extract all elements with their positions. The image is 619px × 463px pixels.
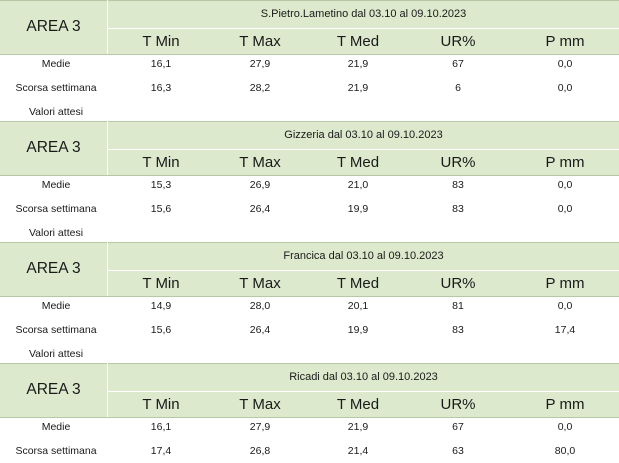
- table-cell: 26,4: [249, 324, 271, 336]
- table-cell: 83: [452, 203, 464, 215]
- station-period-title: Francica dal 03.10 al 09.10.2023: [108, 242, 619, 270]
- column-header: T Min: [142, 32, 180, 50]
- table-cell: 83: [452, 179, 464, 191]
- column-header-row: T Min T Max T Med UR% P mm: [108, 391, 619, 417]
- table-cell: 27,9: [249, 58, 271, 70]
- area-label: AREA 3: [0, 0, 107, 54]
- column-header: T Min: [142, 153, 180, 171]
- column-header: P mm: [545, 32, 585, 50]
- table-divider: [108, 149, 619, 150]
- column-header: T Max: [239, 32, 281, 50]
- column-header: P mm: [545, 395, 585, 413]
- column-header: P mm: [545, 274, 585, 292]
- table-cell: 67: [452, 58, 464, 70]
- table-cell: 15,6: [150, 203, 172, 215]
- table-cell: 16,3: [150, 82, 172, 94]
- area-label: AREA 3: [0, 121, 107, 175]
- table-cell: 17,4: [150, 445, 172, 457]
- table-divider: [0, 417, 619, 418]
- column-header: UR%: [440, 32, 476, 50]
- area-label: AREA 3: [0, 363, 107, 417]
- column-header-row: T Min T Max T Med UR% P mm: [108, 149, 619, 175]
- row-label: Scorsa settimana: [15, 324, 97, 336]
- table-cell: 83: [452, 324, 464, 336]
- column-header: T Min: [142, 274, 180, 292]
- station-period-title: Ricadi dal 03.10 al 09.10.2023: [108, 363, 619, 391]
- table-cell: 63: [452, 445, 464, 457]
- station-period-title: Gizzeria dal 03.10 al 09.10.2023: [108, 121, 619, 149]
- table-divider: [0, 175, 619, 176]
- table-divider: [0, 363, 619, 364]
- table-divider: [107, 242, 108, 296]
- table-cell: 15,3: [150, 179, 172, 191]
- table-cell: 6: [455, 82, 461, 94]
- table-cell: 28,0: [249, 300, 271, 312]
- table-cell: 16,1: [150, 421, 172, 433]
- column-header-row: T Min T Max T Med UR% P mm: [108, 270, 619, 296]
- table-divider: [107, 121, 108, 175]
- table-cell: 17,4: [554, 324, 576, 336]
- table-cell: 26,4: [249, 203, 271, 215]
- table-divider: [0, 296, 619, 297]
- table-cell: 0,0: [557, 82, 573, 94]
- row-label: Medie: [41, 421, 71, 433]
- row-label: Medie: [41, 58, 71, 70]
- table-divider: [107, 363, 108, 417]
- table-cell: 16,1: [150, 58, 172, 70]
- table-divider: [107, 0, 108, 54]
- column-header: T Med: [336, 32, 380, 50]
- column-header: UR%: [440, 274, 476, 292]
- column-header: T Med: [336, 153, 380, 171]
- table-cell: 21,4: [347, 445, 369, 457]
- column-header: T Med: [336, 274, 380, 292]
- area-label: AREA 3: [0, 242, 107, 296]
- table-divider: [108, 391, 619, 392]
- station-period-title: S.Pietro.Lametino dal 03.10 al 09.10.202…: [108, 0, 619, 28]
- table-cell: 19,9: [347, 324, 369, 336]
- table-cell: 0,0: [557, 58, 573, 70]
- column-header: T Max: [239, 395, 281, 413]
- row-label: Valori attesi: [28, 106, 84, 118]
- table-cell: 20,1: [347, 300, 369, 312]
- column-header: UR%: [440, 153, 476, 171]
- table-divider: [108, 270, 619, 271]
- row-label: Valori attesi: [28, 348, 84, 360]
- row-label: Scorsa settimana: [15, 445, 97, 457]
- table-cell: 26,9: [249, 179, 271, 191]
- row-label: Scorsa settimana: [15, 82, 97, 94]
- table-cell: 19,9: [347, 203, 369, 215]
- column-header-row: T Min T Max T Med UR% P mm: [108, 28, 619, 54]
- row-label: Scorsa settimana: [15, 203, 97, 215]
- column-header: P mm: [545, 153, 585, 171]
- table-divider: [0, 54, 619, 55]
- column-header: T Min: [142, 395, 180, 413]
- row-label: Valori attesi: [28, 227, 84, 239]
- table-divider: [0, 242, 619, 243]
- row-label: Medie: [41, 300, 71, 312]
- column-header: UR%: [440, 395, 476, 413]
- table-cell: 15,6: [150, 324, 172, 336]
- column-header: T Max: [239, 274, 281, 292]
- table-cell: 67: [452, 421, 464, 433]
- table-cell: 14,9: [150, 300, 172, 312]
- column-header: T Max: [239, 153, 281, 171]
- table-cell: 21,9: [347, 82, 369, 94]
- table-cell: 28,2: [249, 82, 271, 94]
- table-cell: 26,8: [249, 445, 271, 457]
- row-label: Medie: [41, 179, 71, 191]
- table-cell: 0,0: [557, 300, 573, 312]
- table-cell: 21,0: [347, 179, 369, 191]
- table-cell: 0,0: [557, 179, 573, 191]
- column-header: T Med: [336, 395, 380, 413]
- table-cell: 80,0: [554, 445, 576, 457]
- table-cell: 21,9: [347, 421, 369, 433]
- table-cell: 27,9: [249, 421, 271, 433]
- table-divider: [108, 28, 619, 29]
- table-cell: 0,0: [557, 203, 573, 215]
- table-cell: 81: [452, 300, 464, 312]
- table-cell: 21,9: [347, 58, 369, 70]
- table-cell: 0,0: [557, 421, 573, 433]
- table-divider: [0, 0, 619, 1]
- table-divider: [0, 121, 619, 122]
